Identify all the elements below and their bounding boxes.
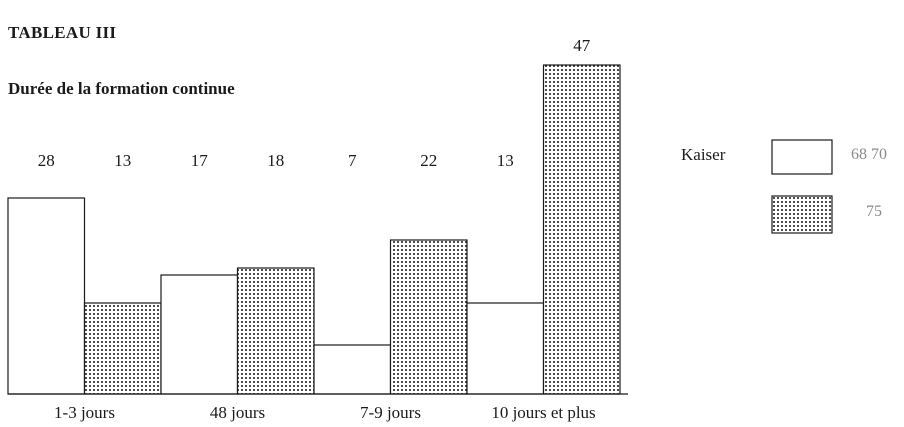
bar-open-2 — [160, 274, 239, 395]
bar-value-label: 18 — [267, 151, 284, 170]
bar-open-4 — [466, 302, 545, 395]
bar-open-3 — [313, 344, 392, 395]
bar-dotted-2 — [236, 267, 315, 395]
bar-value-label: 47 — [573, 36, 591, 55]
bar-dotted-4 — [542, 64, 621, 395]
legend-title: Kaiser — [681, 145, 726, 164]
bar-value-label: 13 — [497, 151, 514, 170]
category-label: 1-3 jours — [54, 403, 115, 422]
category-label: 7-9 jours — [360, 403, 421, 422]
category-label: 48 jours — [210, 403, 265, 422]
legend-swatch-open — [771, 139, 833, 175]
legend-label-dotted: 75 — [866, 203, 882, 220]
category-label: 10 jours et plus — [491, 403, 595, 422]
bar-dotted-3 — [389, 239, 468, 395]
bar-value-label: 22 — [420, 151, 437, 170]
legend-swatch-dotted — [771, 195, 833, 234]
chart-subtitle: Durée de la formation continue — [8, 79, 235, 98]
bar-value-label: 7 — [348, 151, 357, 170]
bar-open-1 — [7, 197, 86, 395]
bar-value-label: 28 — [38, 151, 55, 170]
bar-value-label: 17 — [191, 151, 209, 170]
legend-label-open: 68 70 — [851, 146, 887, 163]
chart-title: TABLEAU III — [8, 23, 117, 42]
bar-dotted-1 — [83, 302, 162, 395]
bar-value-label: 13 — [114, 151, 131, 170]
